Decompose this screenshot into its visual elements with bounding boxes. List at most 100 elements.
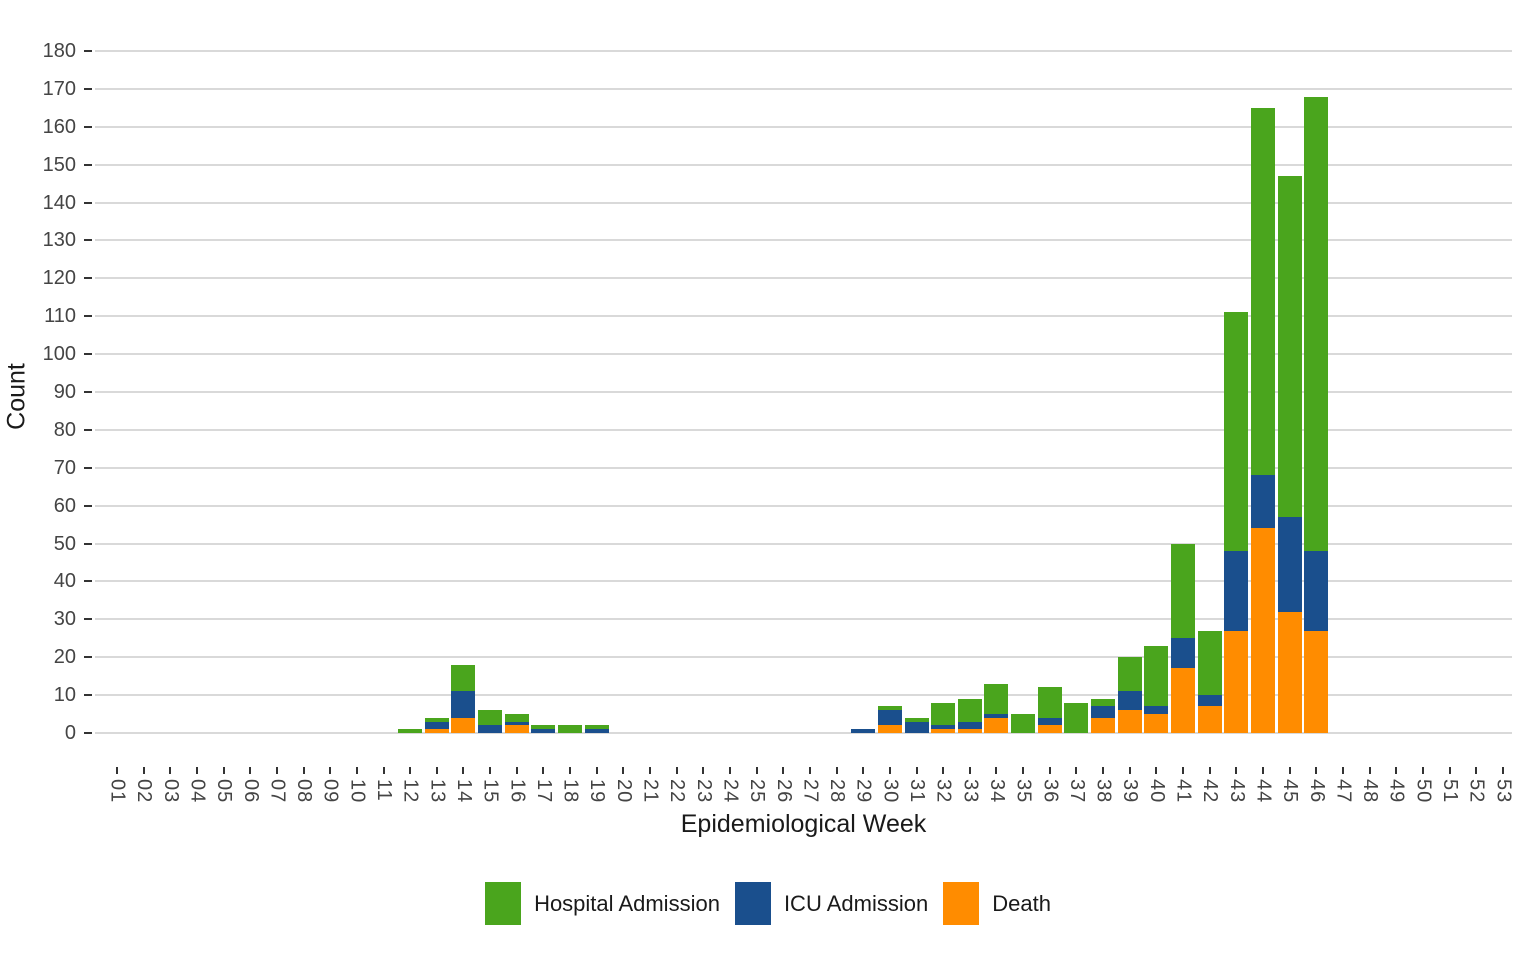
x-tick	[835, 767, 838, 774]
x-tick	[435, 767, 438, 774]
bar-week-12	[398, 729, 423, 733]
x-tick-label: 47	[1332, 779, 1355, 804]
segment-icu-admission	[1250, 475, 1275, 529]
y-tick	[84, 504, 92, 507]
segment-death	[957, 729, 982, 733]
gridline-y-90	[95, 391, 1512, 393]
x-tick-label: 39	[1119, 779, 1142, 804]
gridline-y-130	[95, 239, 1512, 242]
y-tick-label: 50	[53, 532, 76, 555]
x-tick-label: 21	[639, 779, 662, 804]
gridline-y-120	[95, 277, 1512, 280]
segment-death	[1277, 611, 1302, 733]
y-tick-label: 80	[53, 418, 76, 441]
gridline-y-80	[95, 428, 1512, 431]
x-tick-label: 06	[239, 779, 262, 804]
y-tick-label: 90	[53, 381, 76, 403]
segment-hospital-admission	[1277, 176, 1302, 517]
segment-icu-admission	[931, 725, 956, 730]
segment-hospital-admission	[1197, 630, 1222, 696]
gridline-y-50	[95, 542, 1512, 545]
segment-icu-admission	[904, 721, 929, 733]
gridline-y-40	[95, 580, 1512, 583]
bar-week-15	[478, 710, 503, 733]
x-tick	[595, 767, 598, 774]
x-tick	[489, 767, 492, 774]
legend-item-hospital-admission: Hospital Admission	[485, 882, 720, 925]
y-tick	[84, 163, 92, 166]
x-tick	[222, 767, 225, 774]
y-tick-label: 170	[42, 77, 76, 100]
segment-death	[984, 717, 1009, 733]
bar-week-30	[877, 706, 902, 733]
x-tick-label: 23	[692, 779, 715, 804]
y-tick	[84, 87, 92, 90]
x-tick	[915, 767, 918, 774]
x-tick-label: 15	[479, 779, 502, 804]
segment-hospital-admission	[984, 683, 1009, 714]
x-tick-label: 27	[799, 779, 822, 804]
x-tick-label: 48	[1359, 779, 1382, 804]
x-tick	[675, 767, 678, 774]
x-tick-label: 32	[932, 779, 955, 804]
segment-icu-admission	[1197, 695, 1222, 707]
segment-icu-admission	[984, 713, 1009, 718]
bar-week-38	[1091, 698, 1116, 733]
x-tick-label: 11	[373, 779, 395, 802]
x-tick	[1395, 767, 1398, 774]
segment-death	[451, 717, 476, 733]
x-tick	[1315, 767, 1318, 774]
segment-death	[1250, 528, 1275, 733]
y-tick	[84, 618, 92, 621]
y-tick-label: 70	[53, 456, 76, 479]
segment-icu-admission	[1144, 706, 1169, 714]
y-tick-label: 0	[64, 721, 76, 744]
segment-hospital-admission	[558, 725, 583, 733]
segment-hospital-admission	[931, 702, 956, 726]
x-tick	[1155, 767, 1158, 774]
gridline-y-110	[95, 315, 1512, 318]
y-tick	[84, 542, 92, 545]
y-tick	[84, 428, 92, 431]
segment-hospital-admission	[1171, 543, 1195, 639]
gridline-y-70	[95, 466, 1512, 469]
x-tick-label: 22	[666, 779, 689, 804]
x-tick-label: 01	[106, 779, 129, 804]
segment-death	[1037, 725, 1062, 733]
segment-hospital-admission	[1037, 687, 1062, 718]
gridline-y-30	[95, 618, 1512, 621]
x-tick	[649, 767, 651, 774]
bar-week-39	[1117, 657, 1142, 733]
x-tick-label: 35	[1012, 779, 1035, 804]
segment-death	[424, 729, 449, 733]
segment-death	[877, 725, 902, 733]
x-tick	[169, 767, 172, 774]
segment-hospital-admission	[451, 664, 476, 692]
bar-week-19	[584, 725, 609, 733]
x-tick	[888, 767, 891, 774]
segment-icu-admission	[1224, 551, 1249, 631]
x-tick	[1341, 767, 1344, 774]
x-tick	[542, 767, 545, 774]
gridline-y-160	[95, 125, 1512, 128]
segment-hospital-admission	[398, 729, 423, 733]
segment-death	[1144, 713, 1169, 733]
gridline-y-170	[95, 87, 1512, 90]
y-tick	[84, 466, 92, 469]
x-tick-label: 24	[719, 779, 742, 804]
segment-icu-admission	[1304, 551, 1329, 631]
x-tick	[302, 767, 305, 774]
segment-hospital-admission	[424, 717, 449, 722]
segment-death	[1197, 706, 1222, 733]
x-tick-label: 14	[452, 779, 475, 804]
x-tick-label: 52	[1465, 779, 1488, 804]
y-tick	[84, 315, 92, 318]
segment-icu-admission	[451, 691, 476, 718]
x-tick-label: 19	[586, 779, 609, 804]
segment-death	[1091, 717, 1116, 733]
x-tick-label: 09	[319, 779, 342, 804]
x-tick	[702, 767, 705, 774]
bar-week-44	[1250, 107, 1275, 733]
segment-hospital-admission	[1011, 713, 1036, 733]
y-tick	[84, 731, 92, 734]
